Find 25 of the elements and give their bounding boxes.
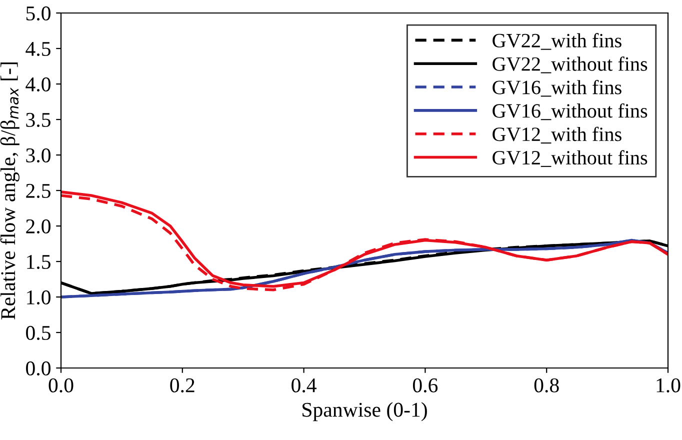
y-tick-label: 0.5	[26, 326, 50, 340]
x-axis-title: Spanwise (0-1)	[302, 402, 427, 422]
legend-label: GV16_with fins	[492, 80, 622, 97]
legend-label: GV22_without fins	[492, 56, 648, 74]
y-tick-label: 3.0	[26, 148, 50, 163]
x-tick-label: 0.0	[48, 378, 74, 392]
x-tick-label: 0.6	[412, 378, 438, 392]
y-tick-label: 2.5	[26, 184, 50, 198]
y-tick-label: 2.0	[26, 219, 50, 234]
x-tick-label: 1.0	[656, 378, 680, 392]
legend-label: GV12_without fins	[492, 150, 648, 167]
y-tick-label: 1.5	[27, 254, 50, 270]
x-tick-label: 0.8	[534, 378, 559, 392]
y-axis-title: Relative flow angle, β/β$_{max}$ [-]	[0, 62, 20, 320]
y-tick-label: 1.0	[27, 290, 50, 305]
y-tick-label: 4.5	[26, 42, 50, 56]
y-tick-label: 3.5	[26, 112, 50, 128]
legend-label: GV22_with fins	[492, 33, 622, 50]
y-tick-label: 4.0	[26, 77, 50, 92]
legend-label: GV16_without fins	[492, 103, 648, 120]
x-tick-label: 0.2	[170, 378, 194, 392]
x-tick-label: 0.4	[292, 378, 316, 392]
y-tick-label: 0.0	[26, 361, 50, 376]
y-tick-label: 5.0	[26, 6, 50, 21]
legend-label: GV12_with fins	[492, 126, 622, 144]
